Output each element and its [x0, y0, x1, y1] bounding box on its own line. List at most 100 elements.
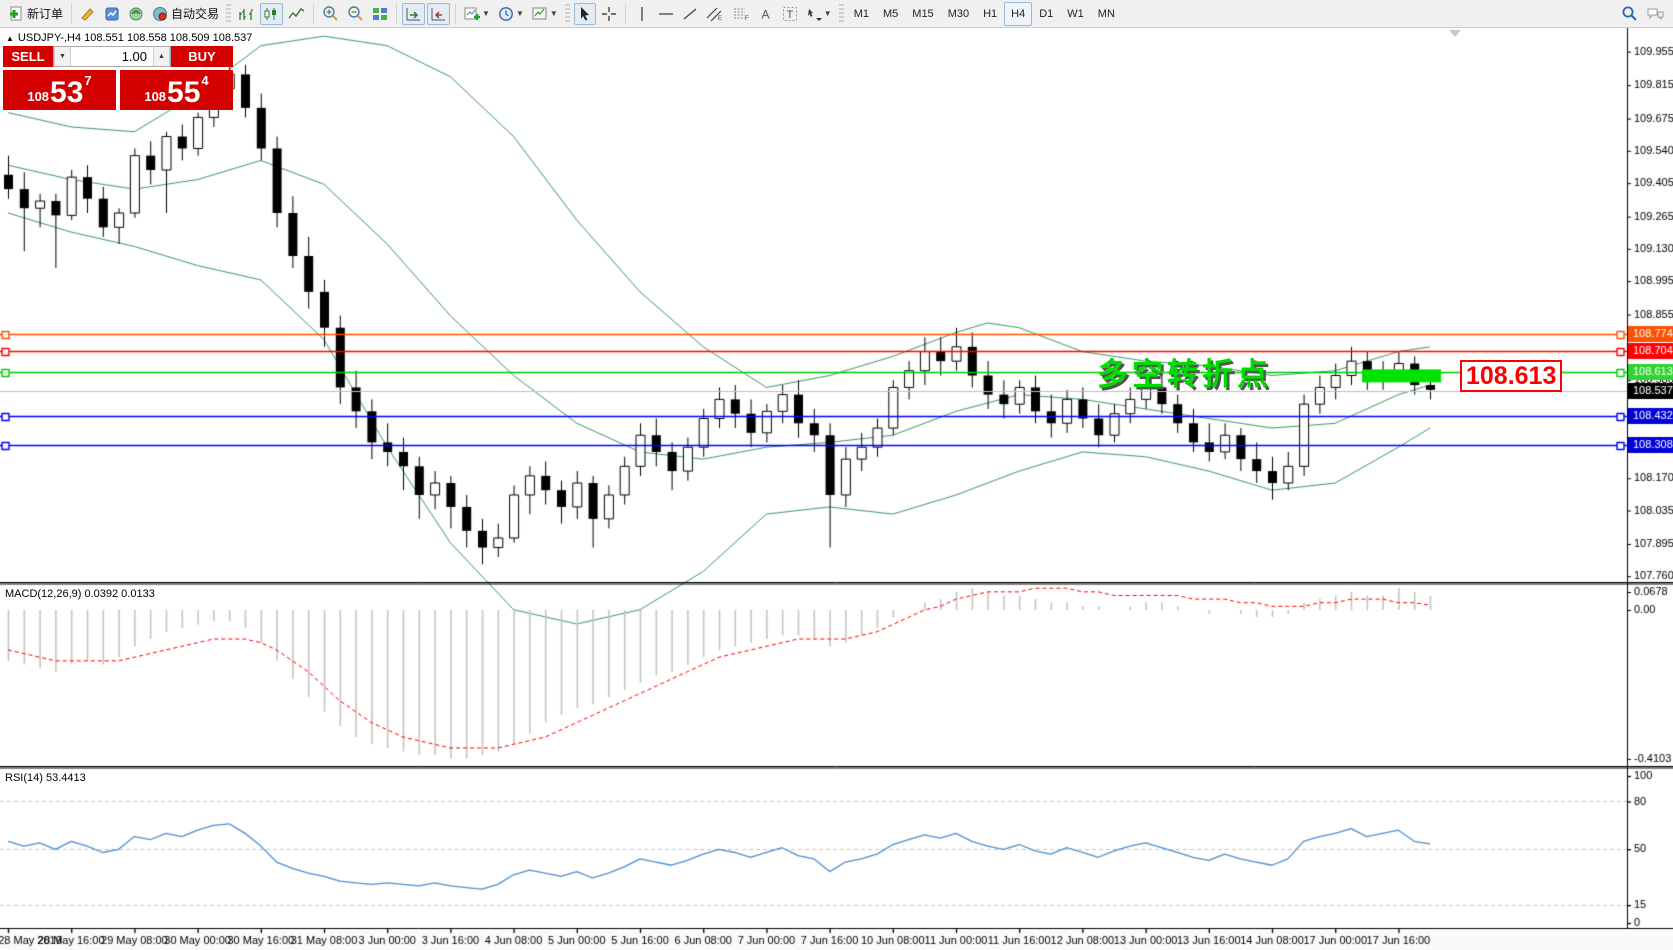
volume-decrease-button[interactable]: ▼: [54, 47, 71, 66]
timeframe-w1[interactable]: W1: [1067, 7, 1084, 20]
fibonacci-icon: F: [733, 8, 749, 22]
search-icon: [1622, 6, 1637, 21]
chat-button[interactable]: [1643, 3, 1668, 25]
price-callout-label[interactable]: 108.613: [1460, 360, 1563, 392]
bar-chart-icon: [239, 8, 254, 20]
svg-text:A: A: [761, 7, 769, 21]
auto-scroll-icon: [406, 7, 421, 20]
tile-windows-button[interactable]: [369, 3, 391, 25]
periods-button[interactable]: ▼: [495, 3, 527, 25]
metaeditor-button[interactable]: [77, 3, 99, 25]
buy-price-display[interactable]: 108 55 4: [120, 70, 233, 110]
svg-text:F: F: [745, 16, 749, 22]
candlestick-chart-button[interactable]: [260, 2, 284, 25]
new-order-icon: [10, 6, 22, 20]
chart-shift-icon: [431, 7, 446, 20]
text-icon: A: [761, 7, 769, 21]
signals-icon: [129, 7, 143, 20]
market-icon: [105, 7, 119, 20]
arrows-button[interactable]: ▼: [803, 3, 835, 25]
trendline-button[interactable]: [679, 3, 701, 25]
vertical-line-button[interactable]: [631, 3, 653, 25]
vertical-line-icon: [641, 6, 643, 21]
dropdown-arrow-icon: ▼: [549, 9, 558, 18]
rsi-indicator-label: RSI(14) 53.4413: [5, 772, 86, 784]
arrows-icon: [807, 8, 822, 21]
sell-price-big: 53: [50, 76, 84, 109]
zoom-in-icon: [323, 6, 338, 21]
volume-increase-button[interactable]: ▲: [153, 47, 170, 66]
sell-price-prefix: 108: [27, 89, 50, 104]
search-button[interactable]: [1618, 3, 1641, 25]
candlestick-chart-icon: [264, 7, 277, 20]
timeframe-mn[interactable]: MN: [1097, 7, 1115, 20]
buy-button[interactable]: BUY: [171, 46, 233, 67]
label-button[interactable]: T: [779, 3, 801, 25]
cursor-icon: [581, 6, 590, 20]
buy-price-big: 55: [167, 76, 201, 109]
signals-button[interactable]: [125, 3, 147, 25]
bar-chart-button[interactable]: [235, 3, 258, 25]
toolbar-grip: [564, 3, 570, 24]
channel-button[interactable]: E: [703, 3, 727, 25]
timeframe-m1[interactable]: M1: [853, 7, 869, 20]
zoom-out-button[interactable]: [344, 3, 367, 25]
tile-windows-icon: [373, 7, 388, 20]
new-order-label: 新订单: [27, 7, 64, 21]
collapse-triangle-icon[interactable]: ▲: [6, 33, 14, 43]
auto-trading-button[interactable]: 自动交易: [149, 3, 222, 25]
trendline-icon: [683, 8, 697, 19]
toolbar-grip: [838, 3, 844, 24]
templates-icon: [532, 7, 547, 19]
toolbar-grip: [226, 3, 232, 24]
zoom-in-button[interactable]: [319, 3, 342, 25]
dropdown-arrow-icon: ▼: [482, 9, 490, 18]
timeframe-m15[interactable]: M15: [912, 7, 934, 20]
sell-price-display[interactable]: 108 53 7: [3, 70, 116, 110]
templates-button[interactable]: ▼: [529, 3, 561, 25]
horizontal-line-button[interactable]: [655, 3, 677, 25]
one-click-trading-panel: SELL ▼ ▲ BUY 108 53 7 108 55 4: [3, 46, 233, 110]
separator: [396, 3, 398, 24]
dropdown-arrow-icon: ▼: [823, 9, 832, 18]
auto-trading-icon: [153, 6, 168, 21]
dropdown-arrow-icon: ▼: [515, 9, 524, 18]
indicators-button[interactable]: ▼: [461, 3, 493, 25]
timeframe-h1[interactable]: H1: [983, 7, 998, 20]
separator: [455, 3, 457, 24]
sell-button[interactable]: SELL: [3, 46, 53, 67]
indicators-icon: [464, 7, 481, 20]
market-button[interactable]: [101, 3, 123, 25]
crosshair-icon: [601, 6, 616, 21]
buy-price-sup: 4: [201, 73, 209, 88]
timeframe-m5[interactable]: M5: [883, 7, 899, 20]
chat-icon: [1647, 8, 1664, 20]
macd-indicator-label: MACD(12,26,9) 0.0392 0.0133: [5, 588, 155, 600]
volume-input[interactable]: [71, 47, 153, 66]
chart-canvas[interactable]: [0, 28, 1673, 950]
line-chart-button[interactable]: [285, 3, 308, 25]
separator: [624, 3, 626, 24]
separator: [71, 3, 73, 24]
line-chart-icon: [288, 7, 305, 18]
auto-scroll-button[interactable]: [402, 2, 426, 25]
clock-icon: [499, 6, 513, 21]
label-icon: T: [782, 6, 797, 21]
timeframe-m30[interactable]: M30: [947, 7, 970, 20]
sell-price-sup: 7: [84, 73, 92, 88]
timeframe-h4[interactable]: H4: [1004, 1, 1033, 26]
cursor-button[interactable]: [573, 2, 596, 25]
chart-shift-button[interactable]: [427, 2, 451, 25]
volume-spinner: ▼ ▲: [53, 46, 171, 67]
text-button[interactable]: A: [755, 3, 777, 25]
new-order-button[interactable]: 新订单: [5, 3, 66, 25]
fibonacci-button[interactable]: F: [729, 3, 753, 25]
symbol-quote-text: USDJPY-,H4 108.551 108.558 108.509 108.5…: [17, 32, 253, 44]
timeframe-d1[interactable]: D1: [1039, 7, 1054, 20]
separator: [313, 3, 315, 24]
crosshair-button[interactable]: [598, 3, 620, 25]
horizontal-line-icon: [658, 12, 673, 15]
channel-icon: E: [706, 7, 722, 22]
symbol-quote-line: ▲ USDJPY-,H4 108.551 108.558 108.509 108…: [6, 32, 252, 44]
turning-point-annotation[interactable]: 多空转折点: [1097, 357, 1272, 392]
